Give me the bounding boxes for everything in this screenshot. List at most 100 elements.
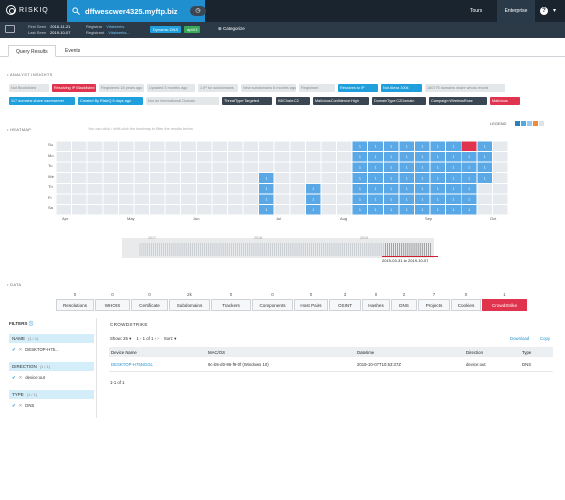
insight-tag[interactable]: 160775 domains share whois record [425, 84, 505, 92]
heatmap-cell[interactable] [430, 194, 446, 204]
heatmap-cell[interactable] [181, 162, 196, 173]
heatmap-cell[interactable] [118, 162, 134, 173]
heatmap-cell[interactable] [227, 183, 243, 194]
heatmap-cell[interactable] [399, 141, 414, 152]
insight-tag[interactable]: Updated 3 months ago [147, 84, 195, 92]
insight-tag[interactable]: KillChain:C2 [276, 97, 310, 105]
heatmap-cell[interactable] [196, 204, 212, 215]
heatmap-cell[interactable] [227, 162, 243, 173]
data-tab-cookies[interactable]: Cookies [451, 299, 481, 311]
heatmap-cell[interactable] [87, 152, 103, 162]
heatmap-cell[interactable] [305, 162, 321, 173]
heatmap-cell[interactable] [352, 162, 368, 173]
insight-tag[interactable]: Resolves to IP [338, 84, 378, 92]
history-button[interactable]: ◷ [190, 6, 206, 16]
folder-icon[interactable] [5, 25, 15, 33]
heatmap-cell[interactable] [461, 162, 477, 173]
data-tab-hashes[interactable]: Hashes [362, 299, 390, 311]
column-header[interactable]: Datetime [357, 350, 375, 355]
page-size-select[interactable]: Show: 25 [110, 336, 128, 341]
heatmap-cell[interactable] [56, 194, 72, 204]
heatmap-cell[interactable] [118, 183, 134, 194]
heatmap-cell[interactable] [72, 152, 87, 162]
heatmap-cell[interactable] [321, 162, 337, 173]
heatmap-cell[interactable] [243, 194, 259, 204]
dynamic-dns-tag[interactable]: Dynamic DNS [150, 26, 182, 33]
categorize-button[interactable]: ⊕ Categorize [218, 26, 245, 32]
heatmap-cell[interactable] [212, 183, 227, 194]
heatmap-cell[interactable] [212, 204, 227, 215]
data-tab-certificate[interactable]: Certificate [131, 299, 168, 311]
heatmap-cell[interactable] [165, 183, 181, 194]
download-link[interactable]: Download [510, 336, 530, 341]
heatmap-cell[interactable] [383, 204, 399, 215]
heatmap-cell[interactable] [305, 141, 321, 152]
heatmap-cell[interactable] [399, 162, 414, 173]
insight-tag[interactable]: ThreatType:Targeted [222, 97, 272, 105]
heatmap-cell[interactable] [181, 173, 196, 183]
heatmap-cell[interactable] [150, 173, 165, 183]
heatmap-cell[interactable] [181, 204, 196, 215]
page-nav-icon[interactable]: ‹ › [154, 336, 160, 341]
heatmap-cell[interactable] [56, 152, 72, 162]
heatmap-cell[interactable] [461, 152, 477, 162]
insight-tag[interactable]: 1 IP for subdomains [198, 84, 238, 92]
heatmap-cell[interactable] [118, 194, 134, 204]
heatmap-cell[interactable] [274, 152, 290, 162]
copy-link[interactable]: Copy [540, 336, 551, 341]
heatmap-cell[interactable] [399, 194, 414, 204]
insight-tag[interactable]: New subdomains 8 months ago [241, 84, 296, 92]
heatmap-cell[interactable] [430, 152, 446, 162]
heatmap-cell[interactable] [352, 152, 368, 162]
heatmap-cell[interactable] [212, 194, 227, 204]
heatmap-cell[interactable] [368, 152, 383, 162]
heatmap-cell[interactable] [243, 141, 259, 152]
heatmap-cell[interactable] [150, 204, 165, 215]
heatmap-cell[interactable] [430, 204, 446, 215]
heatmap-cell[interactable] [150, 162, 165, 173]
heatmap-cell[interactable] [165, 152, 181, 162]
data-tab-host-pairs[interactable]: Host Pairs [294, 299, 328, 311]
heatmap-cell[interactable] [399, 152, 414, 162]
heatmap-cell[interactable] [368, 162, 383, 173]
heatmap-cell[interactable] [461, 183, 477, 194]
heatmap-cell[interactable] [305, 183, 321, 194]
heatmap-cell[interactable] [72, 173, 87, 183]
heatmap-cell[interactable] [337, 141, 352, 152]
insight-tag[interactable]: Created By RiskIQ 6 days ago [78, 97, 143, 105]
heatmap-cell[interactable] [414, 204, 430, 215]
heatmap-cell[interactable] [446, 204, 461, 215]
data-tab-trackers[interactable]: Trackers [211, 299, 251, 311]
data-tab-osint[interactable]: OSINT [329, 299, 361, 311]
heatmap-cell[interactable] [414, 173, 430, 183]
heatmap-cell[interactable] [321, 194, 337, 204]
heatmap-cell[interactable] [259, 162, 274, 173]
check-icon[interactable]: ✔ [12, 347, 16, 352]
tab-events[interactable]: Events [65, 48, 81, 54]
heatmap-cell[interactable] [274, 173, 290, 183]
help-icon[interactable]: ? [540, 7, 548, 15]
heatmap-cell[interactable] [118, 204, 134, 215]
heatmap-cell[interactable] [274, 141, 290, 152]
heatmap-cell[interactable] [103, 204, 118, 215]
insight-tag[interactable]: Campaign:WirelessRose [429, 97, 487, 105]
heatmap-cell[interactable] [274, 204, 290, 215]
heatmap-cell[interactable] [492, 141, 508, 152]
heatmap-cell[interactable] [430, 141, 446, 152]
heatmap-cell[interactable] [477, 162, 492, 173]
heatmap-cell[interactable] [103, 194, 118, 204]
exclude-icon[interactable]: ✕ [18, 375, 23, 380]
filter-option[interactable]: ✔ ✕ DNS [12, 403, 34, 409]
heatmap-cell[interactable] [87, 194, 103, 204]
filter-option[interactable]: ✔ ✕ DESKTOP-H75... [12, 347, 59, 353]
heatmap-cell[interactable] [118, 173, 134, 183]
heatmap-cell[interactable] [290, 194, 305, 204]
heatmap-cell[interactable] [430, 162, 446, 173]
data-tab-crowdstrike[interactable]: CrowdStrike [482, 299, 527, 311]
insight-tag[interactable]: Resolving IP Blacklisted [52, 84, 96, 92]
heatmap-cell[interactable] [383, 162, 399, 173]
heatmap-cell[interactable] [430, 183, 446, 194]
tab-query-results[interactable]: Query Results [8, 45, 56, 57]
insight-tag[interactable]: MaliciousConfidence:High [313, 97, 369, 105]
heatmap-cell[interactable] [399, 204, 414, 215]
